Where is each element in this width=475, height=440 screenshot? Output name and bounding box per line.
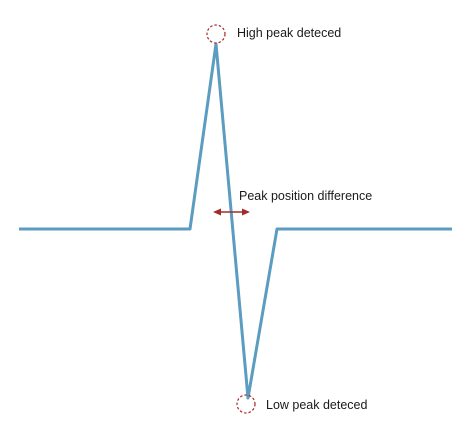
low-peak-marker [237, 395, 255, 413]
low-peak-label: Low peak deteced [266, 398, 368, 412]
peak-difference-label: Peak position difference [239, 189, 372, 203]
high-peak-marker [207, 25, 225, 43]
signal-waveform [19, 44, 452, 398]
high-peak-label: High peak deteced [237, 26, 341, 40]
